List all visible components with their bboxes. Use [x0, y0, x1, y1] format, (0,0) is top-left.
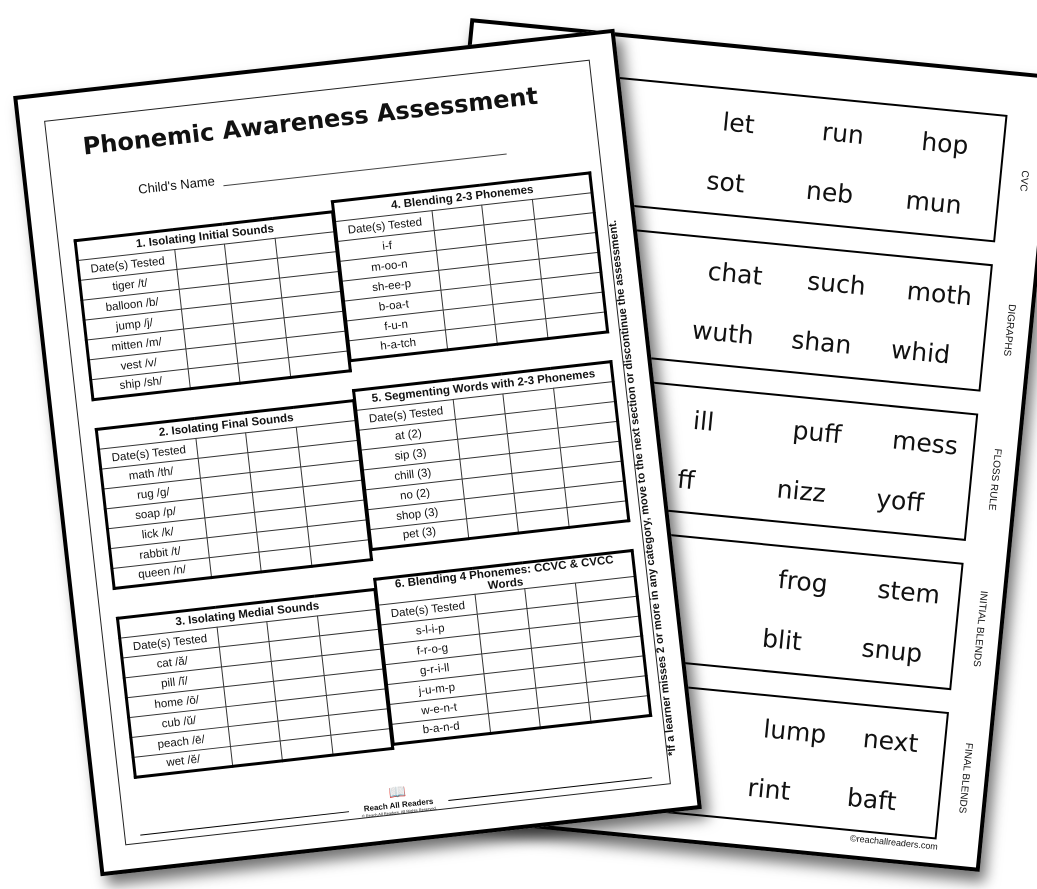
score-cell[interactable]	[259, 546, 312, 572]
assessment-table: 4. Blending 2-3 Phonemes Date(s) Tested i-…	[330, 171, 610, 363]
word: next	[861, 723, 920, 759]
word: yoff	[875, 484, 926, 518]
assessment-table: 6. Blending 4 Phonemes: CCVC & CVCC Word…	[373, 548, 653, 746]
score-cell[interactable]	[495, 318, 548, 345]
word: chat	[706, 256, 764, 291]
card-category-label: INITIAL BLENDS	[970, 590, 989, 668]
score-cell[interactable]	[445, 324, 498, 350]
word: neb	[804, 175, 855, 210]
assessment-sheet: Phonemic Awareness Assessment Child's Na…	[13, 28, 702, 877]
card-category-label: FINAL BLENDS	[956, 742, 975, 814]
word: puff	[791, 415, 843, 450]
score-cell[interactable]	[516, 507, 569, 534]
card-category-label: FLOSS RULE	[985, 447, 1003, 511]
word: lump	[762, 714, 828, 750]
assessment-table: 5. Segmenting Words with 2-3 Phonemes Dat…	[351, 360, 631, 552]
score-cell[interactable]	[188, 363, 241, 389]
word: sot	[705, 166, 747, 199]
word: stem	[876, 574, 942, 610]
assessment-table: 3. Isolating Medial Sounds Date(s) Tested…	[115, 587, 395, 779]
word: hop	[920, 126, 970, 161]
word: ill	[691, 405, 716, 437]
word: blit	[760, 623, 804, 657]
word: wuth	[690, 315, 756, 351]
word: moth	[905, 276, 974, 312]
score-cell[interactable]	[230, 740, 283, 767]
word: frog	[776, 564, 830, 599]
score-cell[interactable]	[238, 357, 291, 384]
score-cell[interactable]	[538, 702, 591, 728]
word: whid	[889, 334, 952, 370]
word: such	[806, 266, 868, 301]
word: baft	[845, 782, 898, 817]
score-cell[interactable]	[209, 552, 262, 578]
word: let	[721, 107, 756, 140]
assessment-table: 1. Isolating Initial Sounds Date(s) Teste…	[73, 210, 353, 402]
score-cell[interactable]	[280, 735, 333, 761]
word: run	[820, 117, 866, 151]
word: shan	[790, 325, 853, 360]
word: rint	[746, 772, 792, 806]
card-category-label: CVC	[1017, 169, 1031, 192]
word: ff	[676, 464, 697, 496]
word: mun	[904, 185, 963, 220]
word: mess	[890, 425, 960, 461]
assessment-table: 2. Isolating Final Sounds Date(s) Tested m…	[94, 398, 374, 591]
card-category-label: DIGRAPHS	[1001, 303, 1018, 357]
word: nizz	[775, 474, 828, 508]
score-cell[interactable]	[488, 707, 541, 734]
word: snup	[860, 633, 924, 669]
score-cell[interactable]	[466, 513, 519, 539]
